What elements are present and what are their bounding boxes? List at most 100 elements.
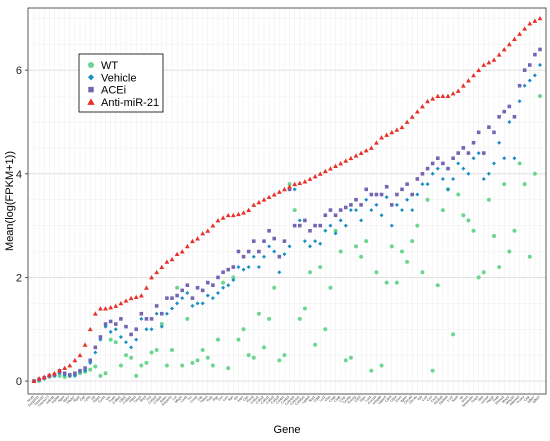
data-point <box>517 99 522 104</box>
data-point <box>343 223 348 228</box>
data-point <box>287 244 292 249</box>
data-point <box>205 280 210 285</box>
data-point <box>144 327 149 332</box>
data-point <box>456 192 461 197</box>
data-point <box>67 373 72 377</box>
x-tick-label: Rnd3 <box>26 395 34 403</box>
data-point <box>425 166 430 171</box>
data-point <box>537 15 543 21</box>
x-tick-label: Cd14 <box>389 395 397 403</box>
x-tick-label: Col4a1 <box>275 395 285 405</box>
data-point <box>456 161 461 166</box>
data-point <box>492 161 496 166</box>
data-point <box>184 243 190 249</box>
x-tick-label: Col4a2 <box>280 395 290 405</box>
data-point <box>230 212 236 218</box>
x-tick-label: C1qc <box>338 395 346 403</box>
data-point <box>231 278 236 283</box>
data-point <box>251 355 256 360</box>
data-point <box>205 293 210 298</box>
data-point <box>190 360 195 365</box>
x-tick-label: Itgam <box>399 395 408 404</box>
data-point <box>185 290 190 295</box>
y-tick-label: 2 <box>16 272 22 284</box>
data-point <box>170 296 174 300</box>
data-point <box>262 239 266 243</box>
data-point <box>292 187 297 192</box>
data-point <box>307 176 313 181</box>
data-point <box>379 213 384 218</box>
data-point <box>103 371 108 376</box>
data-point <box>221 270 225 275</box>
data-point <box>451 156 455 161</box>
x-tick-label: C1qb <box>333 395 341 403</box>
x-tick-label: Thbs4 <box>199 395 208 404</box>
x-tick-label: Col8a1 <box>112 395 122 405</box>
data-point <box>226 267 231 272</box>
data-point <box>72 357 78 363</box>
data-point <box>272 236 277 241</box>
data-point <box>200 230 206 236</box>
data-point <box>174 251 180 257</box>
data-point <box>154 269 160 275</box>
data-point <box>210 223 216 228</box>
data-point <box>481 270 486 275</box>
data-point <box>517 83 522 88</box>
data-point <box>532 73 537 78</box>
data-point <box>338 218 343 223</box>
data-point <box>302 306 307 311</box>
data-point <box>113 303 119 308</box>
x-tick-label: Col6a3 <box>270 395 280 405</box>
legend-marker <box>88 86 94 93</box>
data-point <box>446 166 450 171</box>
data-point <box>471 228 476 233</box>
x-tick-label: Rgs2 <box>73 395 81 403</box>
data-point <box>466 171 471 176</box>
x-tick-label: Clec4e <box>408 395 418 405</box>
x-tick-label: S100a8 <box>433 395 444 406</box>
data-point <box>532 171 537 176</box>
data-point <box>226 366 231 371</box>
data-point <box>323 228 328 233</box>
data-point <box>460 83 466 88</box>
data-point <box>389 223 394 228</box>
data-point <box>31 378 37 383</box>
data-point <box>154 347 159 352</box>
data-point <box>82 342 88 347</box>
data-point <box>328 285 333 290</box>
x-tick-label: Lcn2 <box>446 395 454 403</box>
data-point <box>501 47 507 52</box>
x-tick-label: Il1b <box>417 395 424 402</box>
data-point <box>420 172 425 176</box>
data-point <box>297 223 302 228</box>
data-point <box>113 327 118 332</box>
data-point <box>93 364 98 369</box>
data-point <box>481 62 487 67</box>
data-point <box>267 316 272 321</box>
data-point <box>466 151 471 155</box>
x-tick-label: Nid1 <box>477 395 485 403</box>
x-tick-label: Lum <box>222 395 229 402</box>
data-point <box>175 301 180 306</box>
data-point <box>481 176 486 181</box>
x-tick-label: Thbs1 <box>92 395 101 404</box>
data-point <box>522 68 527 72</box>
data-point <box>445 93 451 99</box>
data-point <box>129 355 134 360</box>
x-tick-label: Timp1 <box>133 395 142 404</box>
data-point <box>435 166 440 171</box>
data-point <box>317 171 323 176</box>
data-point <box>246 265 251 270</box>
x-axis-tick-labels: Rnd3Gm10561Tmem37Tmem177Ankrd1Cd200NppaM… <box>26 395 540 408</box>
x-tick-label: Nppa <box>57 395 65 403</box>
data-point <box>98 306 103 311</box>
data-point <box>205 228 211 233</box>
data-point <box>277 358 282 363</box>
x-tick-label: Ctss <box>324 395 332 403</box>
data-point <box>538 62 542 67</box>
data-point <box>57 368 62 373</box>
x-tick-label: Fbln2 <box>128 395 137 404</box>
data-point <box>538 47 542 52</box>
data-point <box>394 127 400 132</box>
x-tick-label: Tmem37 <box>33 395 45 407</box>
